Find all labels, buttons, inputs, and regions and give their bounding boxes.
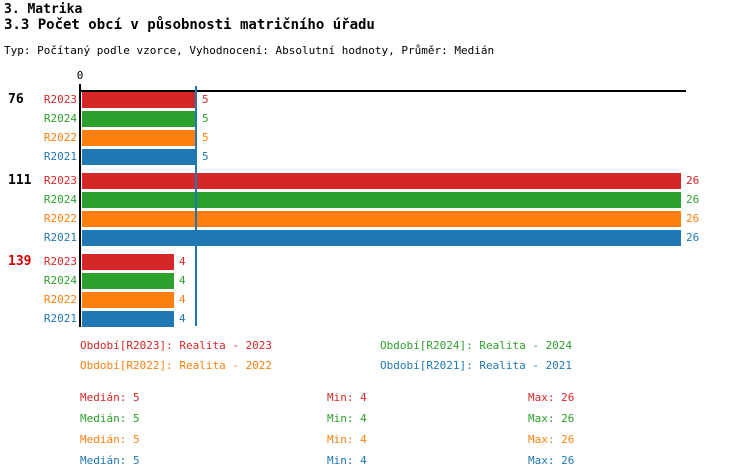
category-label: 139 [8, 254, 32, 269]
bar-r2023 [82, 254, 174, 270]
category-label: 76 [8, 92, 24, 107]
legend-item-orange: Období[R2022]: Realita - 2022 [80, 359, 273, 372]
series-label-r2021: R2021 [43, 150, 77, 163]
series-label-r2023: R2023 [43, 255, 77, 268]
legend-item-blue: Období[R2021]: Realita - 2021 [380, 359, 573, 372]
bar-r2021 [82, 230, 681, 246]
bar-value-label: 5 [202, 93, 209, 106]
stat-max-red: Max: 26 [528, 391, 575, 404]
bar-value-label: 4 [179, 312, 186, 325]
bar-value-label: 4 [179, 274, 186, 287]
series-label-r2024: R2024 [43, 112, 77, 125]
bar-value-label: 5 [202, 112, 209, 125]
stat-min-orange: Min: 4 [327, 433, 367, 446]
stat-max-green: Max: 26 [528, 412, 575, 425]
chart-meta-line: Typ: Počítaný podle vzorce, Vyhodnocení:… [4, 44, 495, 57]
x-axis-zero-tick-label: 0 [76, 69, 84, 82]
series-label-r2023: R2023 [43, 93, 77, 106]
bar-r2023 [82, 173, 681, 189]
median-reference-line [195, 86, 197, 326]
stat-min-red: Min: 4 [327, 391, 367, 404]
series-label-r2023: R2023 [43, 174, 77, 187]
bar-r2022 [82, 292, 174, 308]
bar-r2022 [82, 130, 197, 146]
bar-value-label: 26 [686, 231, 700, 244]
y-axis-line [79, 84, 81, 327]
chart-title: 3.3 Počet obcí v působnosti matričního ú… [4, 17, 375, 33]
chart-stats-table: Medián: 5 Min: 4 Max: 26 Medián: 5 Min: 4 Max… [80, 387, 574, 471]
stat-median-orange: Medián: 5 [80, 433, 140, 446]
series-label-r2021: R2021 [43, 312, 77, 325]
page-title: 3. Matrika [4, 2, 83, 17]
bar-r2023 [82, 92, 197, 108]
bar-r2024 [82, 273, 174, 289]
bar-value-label: 4 [179, 255, 186, 268]
stat-min-green: Min: 4 [327, 412, 367, 425]
bar-value-label: 5 [202, 131, 209, 144]
x-axis-line [79, 90, 686, 92]
stat-min-blue: Min: 4 [327, 454, 367, 467]
legend-item-green: Období[R2024]: Realita - 2024 [380, 339, 573, 352]
stat-max-blue: Max: 26 [528, 454, 575, 467]
series-label-r2024: R2024 [43, 274, 77, 287]
bar-r2024 [82, 111, 197, 127]
category-label: 111 [8, 173, 32, 188]
series-label-r2022: R2022 [43, 212, 77, 225]
stat-max-orange: Max: 26 [528, 433, 575, 446]
series-label-r2022: R2022 [43, 131, 77, 144]
bar-value-label: 26 [686, 193, 700, 206]
bar-r2022 [82, 211, 681, 227]
bar-value-label: 4 [179, 293, 186, 306]
bar-value-label: 5 [202, 150, 209, 163]
bar-r2024 [82, 192, 681, 208]
bar-r2021 [82, 149, 197, 165]
series-label-r2024: R2024 [43, 193, 77, 206]
legend-item-red: Období[R2023]: Realita - 2023 [80, 339, 273, 352]
series-label-r2021: R2021 [43, 231, 77, 244]
chart-legend: Období[R2023]: Realita - 2023 Období[R202… [80, 339, 572, 372]
bar-r2021 [82, 311, 174, 327]
stat-median-blue: Medián: 5 [80, 454, 140, 467]
stat-median-green: Medián: 5 [80, 412, 140, 425]
bar-value-label: 26 [686, 174, 700, 187]
series-label-r2022: R2022 [43, 293, 77, 306]
stat-median-red: Medián: 5 [80, 391, 140, 404]
bar-value-label: 26 [686, 212, 700, 225]
